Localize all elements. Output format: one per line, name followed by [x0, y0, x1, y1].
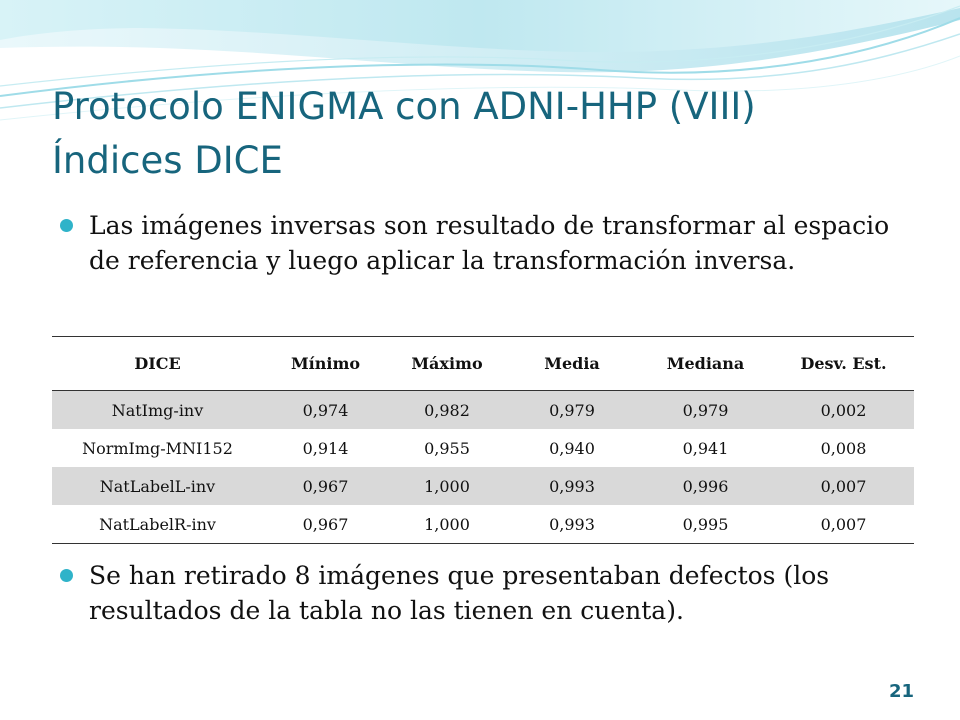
table-cell: 0,002	[773, 390, 914, 429]
table-cell: NatImg-inv	[52, 390, 263, 429]
table-cell: 0,974	[263, 390, 388, 429]
table-cell: 0,940	[549, 438, 595, 458]
header-dice: DICE	[52, 336, 263, 391]
wave-line-3	[0, 5, 960, 87]
bullet-item-2: Se han retirado 8 imágenes que presentab…	[56, 558, 916, 628]
wave-line-4	[0, 55, 960, 121]
table-cell: 1,000	[388, 505, 506, 544]
header-media: Media	[506, 336, 638, 391]
table-cell: 0,008	[820, 438, 867, 458]
table-header-row: DICE Mínimo Máximo Media Mediana Desv. E…	[52, 336, 914, 391]
table-cell: 0,007	[773, 505, 914, 544]
decorative-waves	[0, 0, 960, 121]
table-row: NatLabelL-inv 0,967 1,000 0,993 0,996 0,…	[52, 467, 914, 505]
table-cell: 1,000	[388, 467, 506, 505]
dice-table: DICE Mínimo Máximo Media Mediana Desv. E…	[52, 336, 914, 544]
table-cell: 0,979	[506, 390, 638, 429]
table-cell: 0,996	[638, 467, 773, 505]
header-minimo: Mínimo	[263, 336, 388, 391]
table-cell: 0,979	[638, 390, 773, 429]
table-cell: NatLabelL-inv	[52, 467, 263, 505]
table-cell: 0,914	[302, 438, 349, 458]
table-cell: 0,941	[682, 438, 729, 458]
bullet-text-2: Se han retirado 8 imágenes que presentab…	[89, 561, 830, 625]
page-number: 21	[888, 681, 914, 702]
table-row: NatImg-inv 0,974 0,982 0,979 0,979 0,002	[52, 390, 914, 429]
header-desv-est: Desv. Est.	[773, 336, 914, 391]
wave-band-front	[0, 0, 960, 53]
table-cell: 0,995	[638, 505, 773, 544]
table-cell: NormImg-MNI152	[82, 438, 233, 458]
slide-title: Protocolo ENIGMA con ADNI-HHP (VIII) Índ…	[52, 80, 932, 188]
table-cell: 0,967	[263, 467, 388, 505]
slide-title-line-2: Índices DICE	[52, 139, 283, 182]
table-row: NormImg-MNI152 0,914 0,955 0,940 0,941 0…	[52, 429, 914, 467]
table-cell: 0,955	[424, 438, 470, 458]
table-cell: 0,993	[506, 467, 638, 505]
circle-bullet-icon	[60, 219, 73, 232]
circle-bullet-icon	[60, 569, 73, 582]
table-row: NatLabelR-inv 0,967 1,000 0,993 0,995 0,…	[52, 505, 914, 544]
table-cell: 0,982	[388, 390, 506, 429]
table-cell: NatLabelR-inv	[52, 505, 263, 544]
wave-line-1	[0, 17, 960, 97]
table-cell: 0,007	[773, 467, 914, 505]
bullet-item-1: Las imágenes inversas son resultado de t…	[56, 208, 916, 278]
header-mediana: Mediana	[638, 336, 773, 391]
slide-title-line-1: Protocolo ENIGMA con ADNI-HHP (VIII)	[52, 85, 756, 128]
table-cell: 0,967	[263, 505, 388, 544]
header-maximo: Máximo	[388, 336, 506, 391]
bullet-text-1: Las imágenes inversas son resultado de t…	[89, 211, 890, 275]
table-cell: 0,993	[506, 505, 638, 544]
wave-line-2	[0, 33, 960, 109]
